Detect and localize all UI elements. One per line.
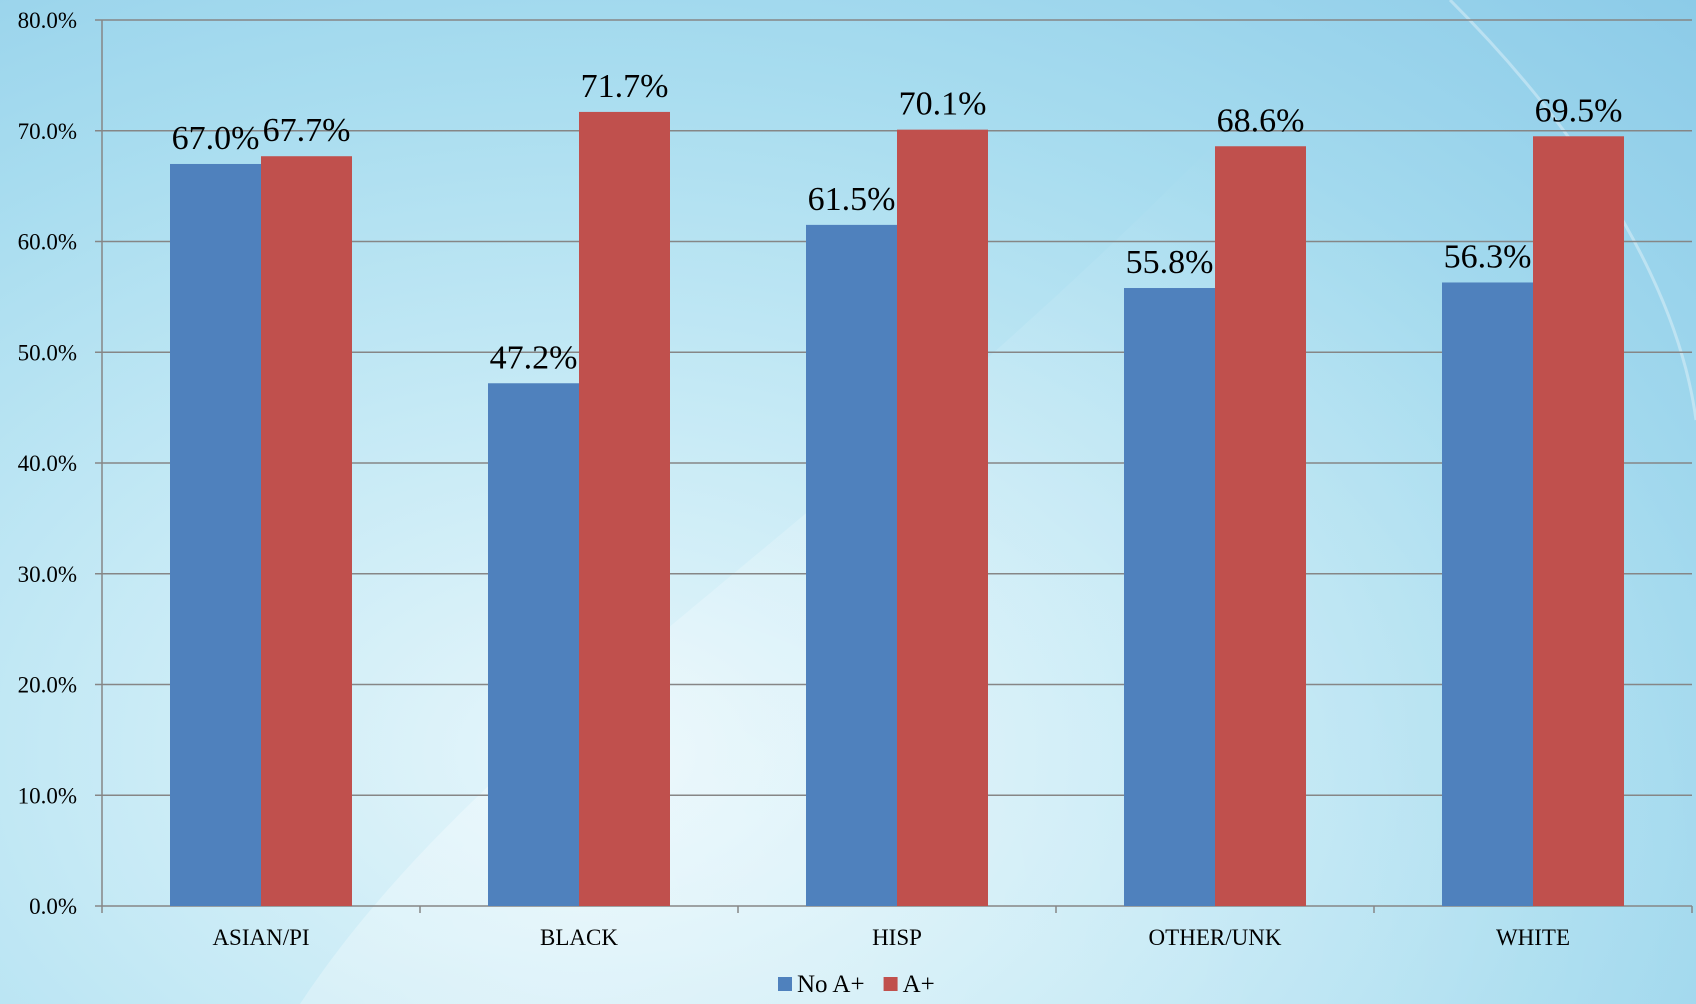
y-tick-label: 50.0% [18,340,77,365]
x-tick-label: WHITE [1496,925,1570,950]
data-label: 69.5% [1535,92,1623,129]
bar-a-plus [1215,146,1306,906]
legend-swatch [883,977,898,991]
bar-no-a-plus [488,383,579,906]
bar-a-plus [897,129,988,906]
bar-a-plus [261,156,352,906]
y-tick-label: 80.0% [18,8,77,33]
data-label: 68.6% [1217,102,1305,139]
bar-no-a-plus [1124,288,1215,906]
y-tick-label: 70.0% [18,119,77,144]
x-tick-label: OTHER/UNK [1149,925,1282,950]
y-tick-label: 40.0% [18,451,77,476]
data-label: 56.3% [1444,238,1532,275]
legend-label: No A+ [797,971,865,998]
bar-no-a-plus [1442,282,1533,906]
y-tick-label: 60.0% [18,230,77,255]
bar-no-a-plus [170,163,261,907]
legend-label: A+ [903,971,935,998]
y-tick-label: 30.0% [18,562,77,587]
bar-a-plus [579,111,670,907]
x-tick-label: HISP [872,925,922,950]
data-label: 61.5% [808,181,896,218]
x-tick-label: ASIAN/PI [212,925,309,950]
data-labels: 67.0% 67.7% 47.2% 71.7% 61.5% 70.1% 55.8% 68.6%… [172,68,1623,376]
data-label: 71.7% [581,68,669,105]
data-label: 67.0% [172,120,260,157]
legend-swatch [778,977,792,991]
data-label: 55.8% [1126,244,1214,281]
axes: 0.0% 10.0% 20.0% 30.0% 40.0% 50.0% 60.0% 70.0% 8… [18,8,1693,950]
x-tick-label: BLACK [540,925,618,950]
bar-a-plus [1533,136,1624,907]
bars [170,111,1624,907]
y-tick-label: 10.0% [18,783,77,808]
y-tick-label: 20.0% [18,673,77,698]
legend: No A+ A+ [778,971,935,998]
data-label: 70.1% [899,86,987,123]
y-tick-label: 0.0% [29,894,77,919]
data-label: 47.2% [490,339,578,376]
gridlines [102,19,1692,796]
data-label: 67.7% [263,112,351,149]
bar-no-a-plus [806,224,897,906]
